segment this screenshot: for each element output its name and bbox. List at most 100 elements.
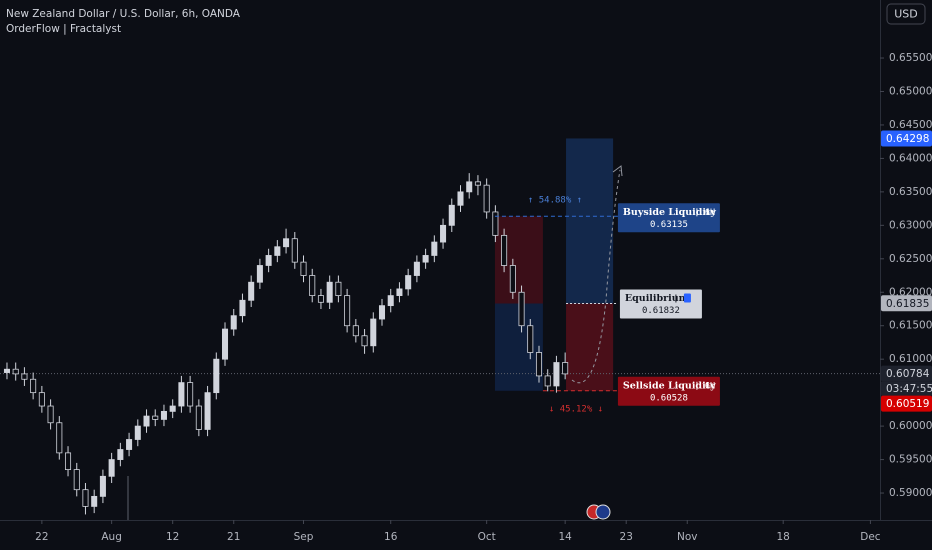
candle-body [178, 382, 185, 407]
price-tag [881, 130, 932, 147]
candle-body [422, 255, 429, 263]
x-tick-label: 22 [35, 531, 48, 543]
candle-body [169, 405, 176, 412]
y-tick-label: 0.59500 [889, 454, 932, 466]
candle-body [256, 265, 263, 283]
candle-body [544, 375, 551, 387]
candle-body [483, 184, 490, 213]
candle-body [152, 415, 159, 420]
level-timeframe: 6H [705, 208, 715, 218]
y-tick-label: 0.64500 [889, 119, 932, 131]
candle-body [361, 335, 368, 347]
candle-body [309, 275, 316, 297]
candle-body [221, 328, 229, 360]
currency-button[interactable] [886, 3, 926, 25]
x-tick-label: 14 [558, 531, 572, 543]
y-tick-label: 0.59000 [889, 487, 932, 499]
x-tick-label: Nov [677, 531, 698, 543]
y-tick-label: 0.61500 [889, 320, 932, 332]
candle-body [47, 405, 54, 424]
candle-body [300, 261, 307, 276]
price-tag [881, 295, 932, 312]
candle-body [370, 318, 377, 347]
y-tick-label: 0.65500 [889, 52, 932, 64]
price-tag-label: 0.64298 [886, 133, 929, 145]
countdown-tag [881, 381, 932, 396]
candle-body [466, 181, 473, 193]
price-tag-label: 0.60784 [886, 368, 930, 380]
candle-body [387, 295, 394, 307]
price-axis [880, 0, 932, 550]
candle-body [91, 495, 98, 507]
level-name: Sellside Liquidity [623, 380, 716, 391]
candle-body [21, 373, 28, 380]
candle-body [213, 358, 220, 394]
candle-body [248, 281, 255, 301]
candle-body [230, 315, 237, 330]
candle-body [274, 246, 281, 256]
candle-body [562, 362, 569, 375]
candle-body [378, 305, 386, 320]
candle-body [326, 281, 333, 303]
projection-arrow [612, 165, 623, 177]
price-tag-label: 0.60519 [886, 398, 929, 410]
level-timeframe: 6H [705, 381, 715, 391]
candle-body [527, 325, 534, 353]
price-tag-label: 0.61835 [886, 298, 929, 310]
level-name: Equilibrium [625, 293, 689, 304]
event-icon [595, 504, 611, 520]
zone [566, 138, 614, 304]
x-tick-label: Sep [294, 531, 314, 543]
candle-body [457, 191, 464, 206]
candle-body [440, 224, 447, 243]
candle-body [160, 410, 167, 420]
x-tick-label: 12 [166, 531, 179, 543]
candle-body [3, 368, 10, 373]
y-tick-label: 0.62500 [889, 253, 932, 265]
y-tick-label: 0.63000 [889, 219, 932, 231]
candle-body [195, 405, 202, 430]
y-tick-label: 0.60000 [889, 420, 932, 432]
candle-body [204, 392, 211, 430]
level-label-box [619, 289, 702, 319]
candle-body [501, 234, 508, 266]
price-tag [881, 395, 932, 412]
candle-body [108, 459, 115, 477]
candle-body [143, 415, 150, 427]
candle-body [413, 261, 420, 276]
candle-body [352, 325, 359, 337]
chart-title: New Zealand Dollar / U.S. Dollar, 6h, OA… [6, 8, 241, 20]
level-name: Buyside Liquidity [623, 207, 716, 218]
candle-body [405, 275, 412, 290]
candle-body [474, 181, 481, 186]
candle-body [65, 452, 72, 471]
x-tick-label: Oct [478, 531, 496, 543]
indicator-name: OrderFlow | Fractalyst [6, 23, 121, 35]
x-tick-label: 21 [227, 531, 240, 543]
candle-body [317, 295, 324, 303]
x-tick-label: Dec [860, 531, 881, 543]
y-tick-label: 0.61000 [889, 353, 932, 365]
y-tick-label: 0.64000 [889, 152, 932, 164]
candle-body [448, 204, 455, 226]
candle-body [82, 489, 89, 507]
x-tick-label: 23 [620, 531, 633, 543]
candle-body [99, 475, 106, 497]
candle-body [187, 382, 194, 407]
currency-label: USD [894, 8, 918, 21]
y-tick-label: 0.63500 [889, 186, 932, 198]
level-label-box [617, 203, 720, 233]
y-tick-label: 0.62000 [889, 286, 932, 298]
y-tick-label: 0.65000 [889, 85, 932, 97]
candle-body [30, 378, 37, 394]
candle-body [56, 422, 63, 454]
candle-body [553, 362, 560, 387]
countdown-label: 03:47:55 [886, 383, 932, 395]
candle-body [73, 469, 80, 491]
x-tick-label: 18 [777, 531, 790, 543]
x-tick-label: Aug [101, 531, 122, 543]
discount-percent: ↓ 45.12% ↓ [549, 405, 603, 415]
candle-body [134, 425, 141, 440]
candle-body [291, 238, 298, 263]
